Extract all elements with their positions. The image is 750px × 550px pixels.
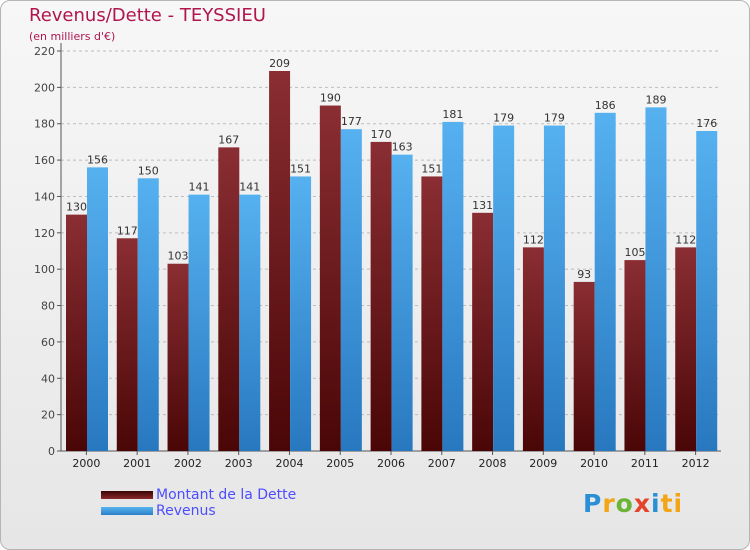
- data-label: 103: [168, 250, 189, 263]
- x-tick-label: 2008: [479, 457, 507, 470]
- bar-dette: [573, 281, 595, 451]
- data-label: 151: [421, 162, 442, 175]
- legend-label-dette: Montant de la Dette: [156, 487, 297, 503]
- x-tick-label: 2002: [174, 457, 202, 470]
- bar-dette: [218, 147, 240, 451]
- data-label: 189: [645, 93, 666, 106]
- bar-dette: [421, 176, 443, 452]
- y-tick-label: 120: [34, 227, 55, 240]
- y-tick-label: 220: [34, 45, 55, 58]
- x-tick-label: 2010: [580, 457, 608, 470]
- x-tick-label: 2009: [529, 457, 557, 470]
- data-label: 105: [624, 246, 645, 259]
- bar-dette: [624, 260, 646, 451]
- x-tick-label: 2001: [123, 457, 151, 470]
- data-label: 176: [696, 117, 717, 130]
- bar-revenus: [645, 107, 667, 451]
- data-label: 163: [392, 141, 413, 154]
- y-tick-label: 40: [41, 372, 55, 385]
- y-tick-label: 20: [41, 409, 55, 422]
- bar-revenus: [239, 194, 261, 452]
- data-label: 151: [290, 162, 311, 175]
- y-tick-label: 200: [34, 81, 55, 94]
- bar-dette: [522, 247, 544, 451]
- data-label: 117: [117, 224, 138, 237]
- y-tick-label: 140: [34, 190, 55, 203]
- legend-swatch-revenus: [101, 507, 153, 515]
- bar-dette: [66, 214, 87, 451]
- bar-revenus: [340, 129, 362, 451]
- y-tick-label: 100: [34, 263, 55, 276]
- x-tick-label: 2007: [428, 457, 456, 470]
- bar-revenus: [543, 125, 565, 451]
- data-label: 150: [138, 164, 159, 177]
- x-tick-label: 2004: [275, 457, 303, 470]
- x-tick-label: 2012: [682, 457, 710, 470]
- y-tick-label: 0: [48, 445, 55, 458]
- bar-revenus: [137, 178, 159, 452]
- bar-dette: [675, 247, 697, 451]
- bar-revenus: [290, 176, 312, 452]
- x-tick-label: 2000: [72, 457, 100, 470]
- data-label: 112: [523, 233, 544, 246]
- legend-swatch-dette: [101, 491, 153, 499]
- data-label: 167: [218, 133, 239, 146]
- bar-revenus: [188, 194, 210, 452]
- bar-revenus: [696, 131, 718, 451]
- bar-revenus: [391, 154, 413, 452]
- data-label: 141: [239, 181, 260, 194]
- data-label: 190: [320, 92, 341, 105]
- legend: Montant de la Dette Revenus: [101, 487, 296, 519]
- data-label: 170: [371, 128, 392, 141]
- bar-revenus: [442, 121, 464, 451]
- x-tick-label: 2003: [225, 457, 253, 470]
- legend-label-revenus: Revenus: [156, 503, 216, 519]
- bar-revenus: [594, 112, 616, 452]
- data-label: 130: [66, 201, 87, 214]
- data-label: 156: [87, 153, 108, 166]
- bar-revenus: [87, 167, 108, 451]
- bar-dette: [269, 71, 291, 451]
- bar-dette: [167, 263, 189, 451]
- x-tick-label: 2006: [377, 457, 405, 470]
- data-label: 177: [341, 115, 362, 128]
- data-label: 209: [269, 57, 290, 70]
- legend-item-dette: Montant de la Dette: [101, 487, 296, 503]
- legend-item-revenus: Revenus: [101, 503, 296, 519]
- bar-dette: [319, 105, 341, 451]
- y-tick-label: 180: [34, 118, 55, 131]
- data-label: 93: [577, 268, 591, 281]
- data-label: 181: [442, 108, 463, 121]
- chart-subtitle: (en milliers d'€): [29, 30, 116, 43]
- x-tick-label: 2011: [631, 457, 659, 470]
- bar-dette: [472, 212, 494, 451]
- y-tick-label: 80: [41, 300, 55, 313]
- proxiti-logo: Proxiti: [583, 489, 684, 518]
- bar-dette: [116, 238, 138, 451]
- chart-title: Revenus/Dette - TEYSSIEU: [29, 5, 266, 26]
- data-label: 179: [493, 112, 514, 125]
- x-tick-label: 2005: [326, 457, 354, 470]
- data-label: 186: [595, 99, 616, 112]
- bar-dette: [370, 141, 392, 451]
- data-label: 131: [472, 199, 493, 212]
- bar-revenus: [493, 125, 515, 451]
- y-tick-label: 60: [41, 336, 55, 349]
- data-label: 112: [675, 233, 696, 246]
- y-tick-label: 160: [34, 154, 55, 167]
- data-label: 179: [544, 112, 565, 125]
- data-label: 141: [189, 181, 210, 194]
